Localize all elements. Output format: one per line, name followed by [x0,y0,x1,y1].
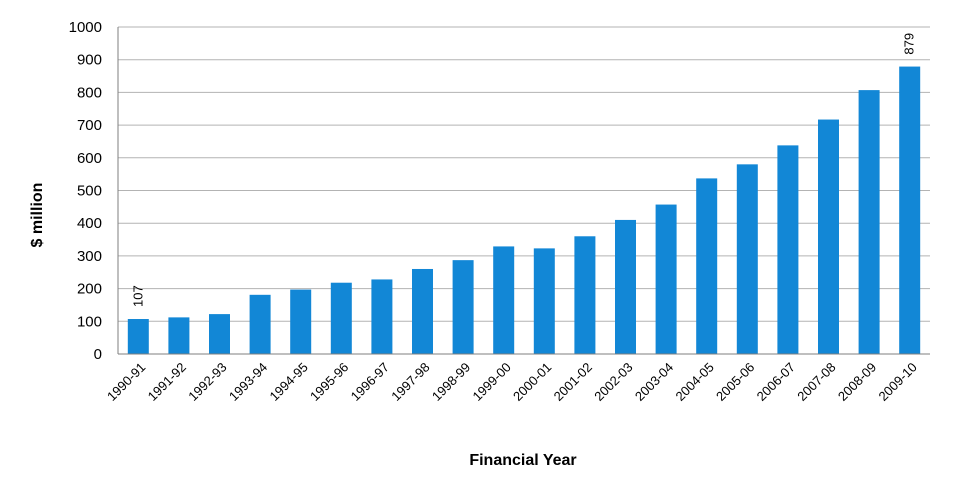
bar-1996-97 [371,279,393,354]
bar-1994-95 [290,289,312,354]
x-tick-label: 2003-04 [632,360,676,404]
x-tick-label: 1996-97 [348,360,392,404]
y-tick-label: 700 [77,117,102,134]
bar-1999-00 [493,246,515,354]
x-tick-label: 2008-09 [835,360,879,404]
y-tick-labels: 0 100 200 300 400 500 600 700 800 900 1000 [69,19,102,363]
x-tick-label: 1999-00 [469,360,513,404]
gridlines [118,26,930,322]
y-tick-label: 200 [77,281,102,298]
y-tick-label: 900 [77,52,102,69]
x-tick-label: 1991-92 [145,360,189,404]
x-tick-label: 1997-98 [388,360,432,404]
y-tick-label: 100 [77,313,102,330]
data-labels: 107 879 [130,33,916,307]
x-tick-label: 1994-95 [266,360,310,404]
y-tick-label: 400 [77,215,102,232]
bar-2005-06 [736,164,758,354]
bar-1998-99 [452,260,474,354]
x-tick-label: 1990-91 [104,360,148,404]
bar-2003-04 [655,204,677,354]
y-tick-label: 600 [77,150,102,167]
bar-2007-08 [818,119,839,354]
x-tick-label: 2005-06 [713,360,757,404]
x-tick-label: 1993-94 [226,360,270,404]
bar-1992-93 [209,314,230,354]
bar-2000-01 [533,248,555,354]
x-tick-label: 2002-03 [591,360,635,404]
bar-1997-98 [412,268,433,354]
x-tick-label: 2009-10 [875,360,919,404]
x-tick-label: 1995-96 [307,360,351,404]
x-tick-label: 2007-08 [794,360,838,404]
x-tick-label: 1992-93 [185,360,229,404]
y-axis-title: $ million [29,183,46,248]
x-tick-label: 2006-07 [754,360,798,404]
bar-1995-96 [330,282,352,354]
bar-2004-05 [696,178,718,354]
bar-2006-07 [777,145,799,354]
x-tick-label: 2000-01 [510,360,554,404]
bar-2002-03 [615,219,636,354]
data-label: 107 [130,285,145,307]
data-label: 879 [902,33,917,55]
x-axis-title: Financial Year [469,452,576,469]
x-tick-label: 2001-02 [551,360,595,404]
bar-1993-94 [249,294,271,354]
bars [127,66,921,355]
bar-2008-09 [858,90,880,355]
bar-1990-91 [127,319,149,354]
x-tick-labels: 1990-911991-921992-931993-941994-951995-… [104,360,920,404]
bar-2001-02 [574,236,596,354]
y-tick-label: 300 [77,248,102,265]
bar-1991-92 [168,317,190,354]
y-tick-label: 1000 [69,19,102,36]
x-tick-label: 1998-99 [429,360,473,404]
x-tick-label: 2004-05 [672,360,716,404]
y-tick-label: 0 [94,346,102,363]
y-tick-label: 500 [77,183,102,200]
y-tick-label: 800 [77,84,102,101]
bar-2009-10 [899,66,921,354]
